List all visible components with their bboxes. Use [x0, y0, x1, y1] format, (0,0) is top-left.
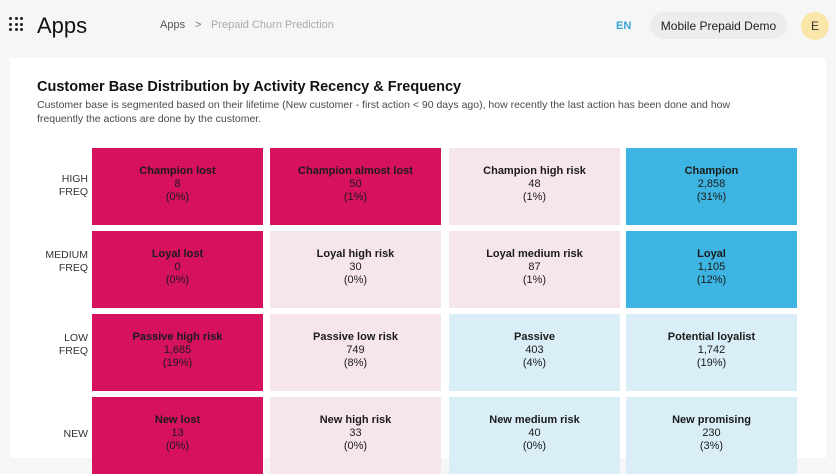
- segment-percent: (0%): [165, 440, 190, 452]
- segment-count: 749: [346, 344, 365, 356]
- segment-cell-potential-loyalist[interactable]: Potential loyalist 1,742 (19%): [626, 314, 797, 391]
- demo-account-button[interactable]: Mobile Prepaid Demo: [650, 12, 787, 39]
- row-label-line: HIGH: [61, 173, 88, 185]
- segment-name: New high risk: [319, 414, 392, 426]
- segment-name: New promising: [672, 414, 751, 426]
- row-label-new: NEW: [36, 428, 89, 441]
- segment-percent: (31%): [696, 191, 727, 203]
- language-selector[interactable]: EN: [616, 20, 632, 32]
- avatar[interactable]: E: [801, 12, 829, 40]
- segment-cell-new-lost[interactable]: New lost 13 (0%): [92, 397, 263, 474]
- segment-name: Champion high risk: [483, 165, 586, 177]
- segment-name: New medium risk: [489, 414, 580, 426]
- breadcrumb-apps-link[interactable]: Apps: [160, 19, 186, 31]
- segment-percent: (0%): [165, 191, 190, 203]
- segment-count: 2,858: [697, 178, 726, 190]
- segment-name: Potential loyalist: [667, 331, 756, 343]
- segment-count: 1,742: [697, 344, 726, 356]
- row-label-line: NEW: [63, 428, 89, 440]
- segment-cell-champion-high-risk[interactable]: Champion high risk 48 (1%): [449, 148, 620, 225]
- segment-name: Loyal lost: [151, 248, 204, 260]
- segment-cell-champion[interactable]: Champion 2,858 (31%): [626, 148, 797, 225]
- segment-name: Passive high risk: [132, 331, 223, 343]
- segment-percent: (1%): [522, 274, 547, 286]
- segment-count: 50: [349, 178, 362, 190]
- segment-cell-loyal-medium-risk[interactable]: Loyal medium risk 87 (1%): [449, 231, 620, 308]
- segment-percent: (1%): [522, 191, 547, 203]
- breadcrumb-separator: >: [195, 19, 202, 31]
- distribution-card: Customer Base Distribution by Activity R…: [10, 58, 826, 474]
- segment-name: Passive low risk: [313, 331, 398, 343]
- segment-percent: (1%): [343, 191, 368, 203]
- segment-name: Champion lost: [139, 165, 216, 177]
- row-label-medium-freq: MEDIUM FREQ: [36, 249, 88, 275]
- segment-cell-loyal-high-risk[interactable]: Loyal high risk 30 (0%): [270, 231, 441, 308]
- segment-cell-passive[interactable]: Passive 403 (4%): [449, 314, 620, 391]
- segment-percent: (0%): [522, 440, 547, 452]
- segment-cell-new-high-risk[interactable]: New high risk 33 (0%): [270, 397, 441, 474]
- row-label-line: FREQ: [58, 262, 88, 274]
- row-label-low-freq: LOW FREQ: [36, 332, 88, 358]
- segment-count: 0: [174, 261, 181, 273]
- segment-count: 1,105: [697, 261, 726, 273]
- segment-name: Loyal medium risk: [486, 248, 583, 260]
- app-title: Apps: [37, 13, 88, 38]
- card-title: Customer Base Distribution by Activity R…: [37, 79, 462, 95]
- segment-count: 403: [525, 344, 544, 356]
- segment-cell-champion-almost-lost[interactable]: Champion almost lost 50 (1%): [270, 148, 441, 225]
- row-label-line: MEDIUM: [45, 249, 88, 261]
- segment-cell-passive-high-risk[interactable]: Passive high risk 1,685 (19%): [92, 314, 263, 391]
- segment-name: Champion: [684, 165, 739, 177]
- row-label-line: FREQ: [58, 186, 88, 198]
- segment-count: 1,685: [163, 344, 192, 356]
- segment-cell-new-promising[interactable]: New promising 230 (3%): [626, 397, 797, 474]
- segment-name: New lost: [154, 414, 201, 426]
- segment-name: Champion almost lost: [298, 165, 413, 177]
- segment-percent: (8%): [343, 357, 368, 369]
- segment-cell-passive-low-risk[interactable]: Passive low risk 749 (8%): [270, 314, 441, 391]
- segment-name: Loyal: [697, 248, 726, 260]
- segment-count: 13: [171, 427, 184, 439]
- segment-percent: (4%): [522, 357, 547, 369]
- segment-percent: (0%): [165, 274, 190, 286]
- segment-percent: (0%): [343, 274, 368, 286]
- app-grid-icon[interactable]: [9, 17, 23, 31]
- segment-cell-new-medium-risk[interactable]: New medium risk 40 (0%): [449, 397, 620, 474]
- segment-count: 33: [349, 427, 362, 439]
- row-label-line: FREQ: [58, 345, 88, 357]
- segment-count: 8: [174, 178, 181, 190]
- segment-cell-champion-lost[interactable]: Champion lost 8 (0%): [92, 148, 263, 225]
- card-description: Customer base is segmented based on thei…: [37, 99, 731, 125]
- breadcrumb-current: Prepaid Churn Prediction: [211, 19, 334, 31]
- segment-percent: (3%): [699, 440, 724, 452]
- top-bar: Apps Apps > Prepaid Churn Prediction EN …: [0, 0, 836, 54]
- segment-name: Loyal high risk: [316, 248, 395, 260]
- segment-count: 87: [528, 261, 541, 273]
- row-label-high-freq: HIGH FREQ: [36, 173, 88, 199]
- segment-count: 230: [702, 427, 721, 439]
- segment-percent: (12%): [696, 274, 727, 286]
- row-label-line: LOW: [64, 332, 88, 344]
- segment-count: 48: [528, 178, 541, 190]
- segment-cell-loyal[interactable]: Loyal 1,105 (12%): [626, 231, 797, 308]
- segment-percent: (19%): [696, 357, 727, 369]
- segment-count: 40: [528, 427, 541, 439]
- segment-percent: (19%): [162, 357, 193, 369]
- segment-cell-loyal-lost[interactable]: Loyal lost 0 (0%): [92, 231, 263, 308]
- segment-percent: (0%): [343, 440, 368, 452]
- segment-count: 30: [349, 261, 362, 273]
- segment-name: Passive: [514, 331, 555, 343]
